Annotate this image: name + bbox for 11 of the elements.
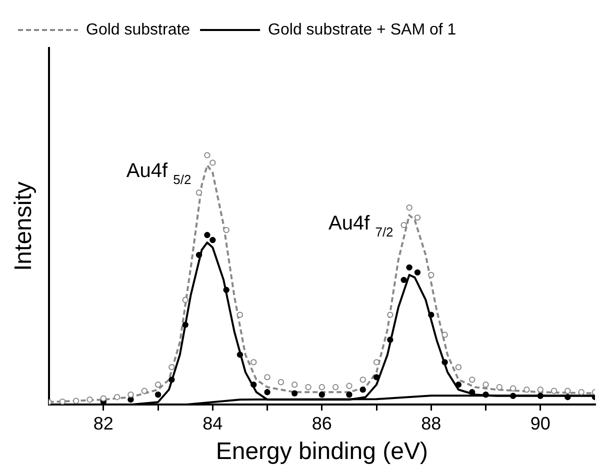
x-tick-label: 82 [93,413,114,434]
legend-label: Gold substrate + SAM of 1 [268,21,456,38]
legend-label: Gold substrate [86,21,190,38]
x-tick-label: 84 [202,413,223,434]
x-axis-title: Energy binding (eV) [216,438,428,466]
x-tick-label: 90 [530,413,550,434]
annotation: Au4f 5/2 [126,160,192,188]
x-tick-label: 86 [312,413,332,434]
annotation: Au4f 7/2 [328,212,394,240]
x-tick-label: 88 [421,413,442,434]
y-axis-title: Intensity [10,182,38,271]
